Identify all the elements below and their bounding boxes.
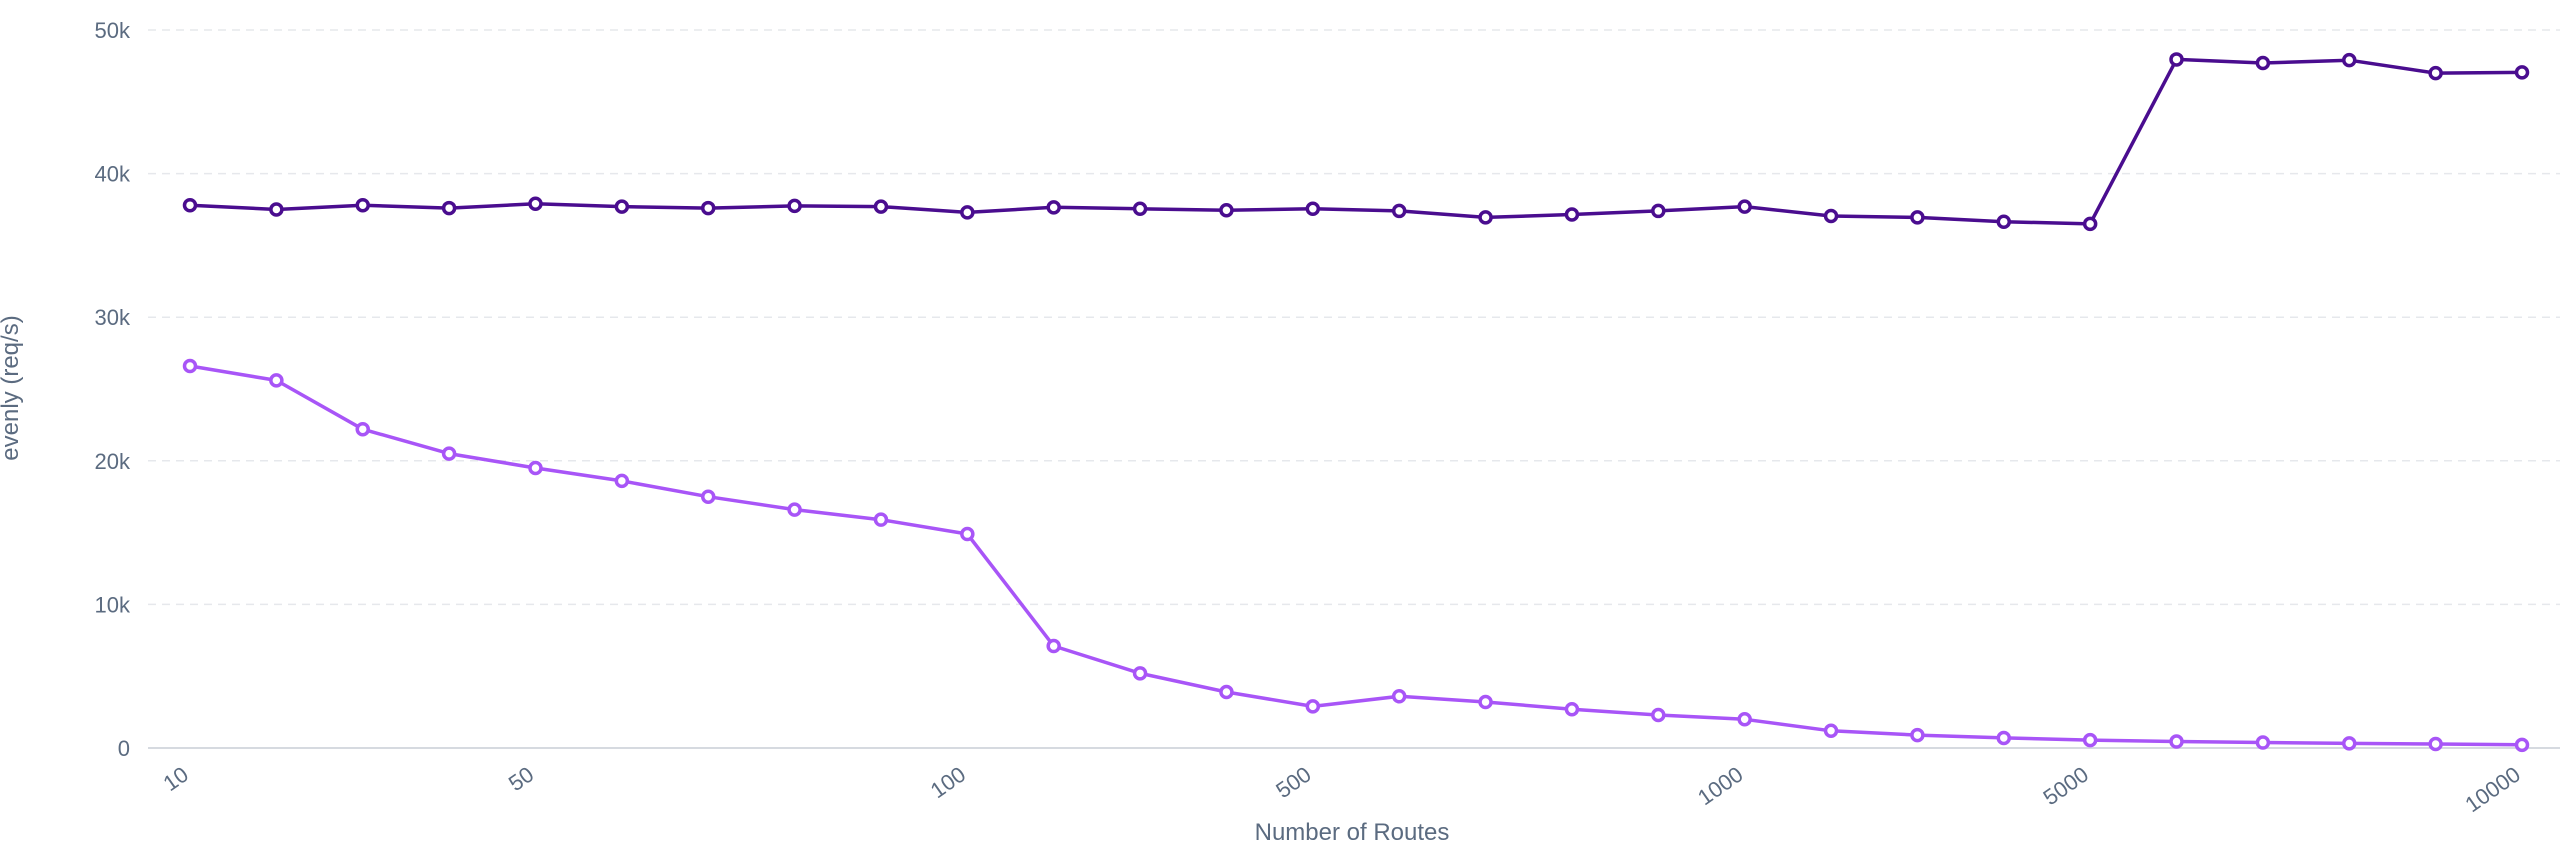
data-point[interactable] <box>614 199 630 214</box>
data-point[interactable] <box>1651 707 1666 723</box>
x-axis-title: Number of Routes <box>1255 819 1450 846</box>
data-point[interactable] <box>2342 736 2357 751</box>
data-point[interactable] <box>269 202 284 217</box>
data-point[interactable] <box>528 196 543 212</box>
data-point[interactable] <box>2082 216 2098 232</box>
series-line-2 <box>188 364 2524 747</box>
y-tick-label: 0 <box>118 736 130 761</box>
data-point[interactable] <box>2342 52 2357 68</box>
data-point[interactable] <box>873 512 889 527</box>
data-point[interactable] <box>1391 203 1407 219</box>
data-point[interactable] <box>1737 199 1752 214</box>
data-point[interactable] <box>1478 694 1493 710</box>
data-point[interactable] <box>1478 210 1493 225</box>
data-point[interactable] <box>2082 732 2098 748</box>
data-point[interactable] <box>1046 200 1061 215</box>
data-point[interactable] <box>441 446 457 461</box>
data-point[interactable] <box>1996 730 2012 746</box>
data-point[interactable] <box>355 197 370 213</box>
data-point[interactable] <box>1910 727 1925 743</box>
x-tick-label: 10000 <box>2460 762 2524 818</box>
data-point[interactable] <box>614 473 630 489</box>
data-point[interactable] <box>2428 736 2443 752</box>
data-point[interactable] <box>182 358 198 374</box>
data-point[interactable] <box>2428 65 2443 81</box>
data-point[interactable] <box>1132 666 1148 681</box>
axes: 0 10k 20k 30k 40k 50k 10 50 100 500 1000 5000 10000 <box>95 18 2560 817</box>
data-point[interactable] <box>269 373 284 388</box>
data-point[interactable] <box>787 198 802 214</box>
gridlines <box>148 29 2560 606</box>
y-tick-label: 20k <box>95 449 131 474</box>
data-point[interactable] <box>1564 701 1580 717</box>
data-point[interactable] <box>2255 55 2271 71</box>
data-point[interactable] <box>1219 202 1234 218</box>
data-point[interactable] <box>1737 712 1752 727</box>
data-point[interactable] <box>1651 203 1666 219</box>
data-point[interactable] <box>1305 201 1321 217</box>
data-point[interactable] <box>700 200 716 216</box>
x-tick-label: 1000 <box>1693 762 1747 811</box>
x-tick-label: 10 <box>158 762 192 797</box>
x-tick-label: 50 <box>504 762 538 797</box>
series-line-1 <box>188 57 2524 226</box>
data-point[interactable] <box>2169 734 2184 749</box>
data-point[interactable] <box>1305 699 1321 714</box>
data-point[interactable] <box>2514 65 2530 80</box>
y-tick-label: 40k <box>95 162 131 187</box>
data-point[interactable] <box>1823 208 1839 224</box>
data-point[interactable] <box>960 526 975 542</box>
data-point[interactable] <box>1391 689 1407 704</box>
data-point[interactable] <box>1823 723 1839 739</box>
y-axis-title: evenly (req/s) <box>0 315 24 460</box>
data-point[interactable] <box>1046 638 1061 654</box>
series-lines <box>188 57 2524 747</box>
data-point[interactable] <box>1564 207 1580 222</box>
data-point[interactable] <box>1219 684 1234 700</box>
data-point[interactable] <box>1910 210 1925 225</box>
data-point[interactable] <box>960 205 975 220</box>
data-point[interactable] <box>787 502 802 517</box>
y-tick-label: 10k <box>95 592 131 617</box>
data-point[interactable] <box>873 199 889 214</box>
data-point[interactable] <box>1996 214 2012 229</box>
data-point[interactable] <box>1132 201 1148 217</box>
data-point[interactable] <box>700 489 716 504</box>
data-point[interactable] <box>355 421 370 437</box>
x-tick-label: 500 <box>1271 762 1315 804</box>
y-tick-label: 50k <box>95 18 131 43</box>
y-tick-label: 30k <box>95 305 131 330</box>
data-point[interactable] <box>441 200 457 216</box>
data-points <box>182 52 2530 753</box>
data-point[interactable] <box>528 460 543 476</box>
data-point[interactable] <box>182 197 198 213</box>
data-point[interactable] <box>2255 735 2271 750</box>
x-tick-label: 100 <box>926 762 970 804</box>
data-point[interactable] <box>2169 52 2184 67</box>
data-point[interactable] <box>2514 737 2530 753</box>
x-tick-label: 5000 <box>2039 762 2093 811</box>
